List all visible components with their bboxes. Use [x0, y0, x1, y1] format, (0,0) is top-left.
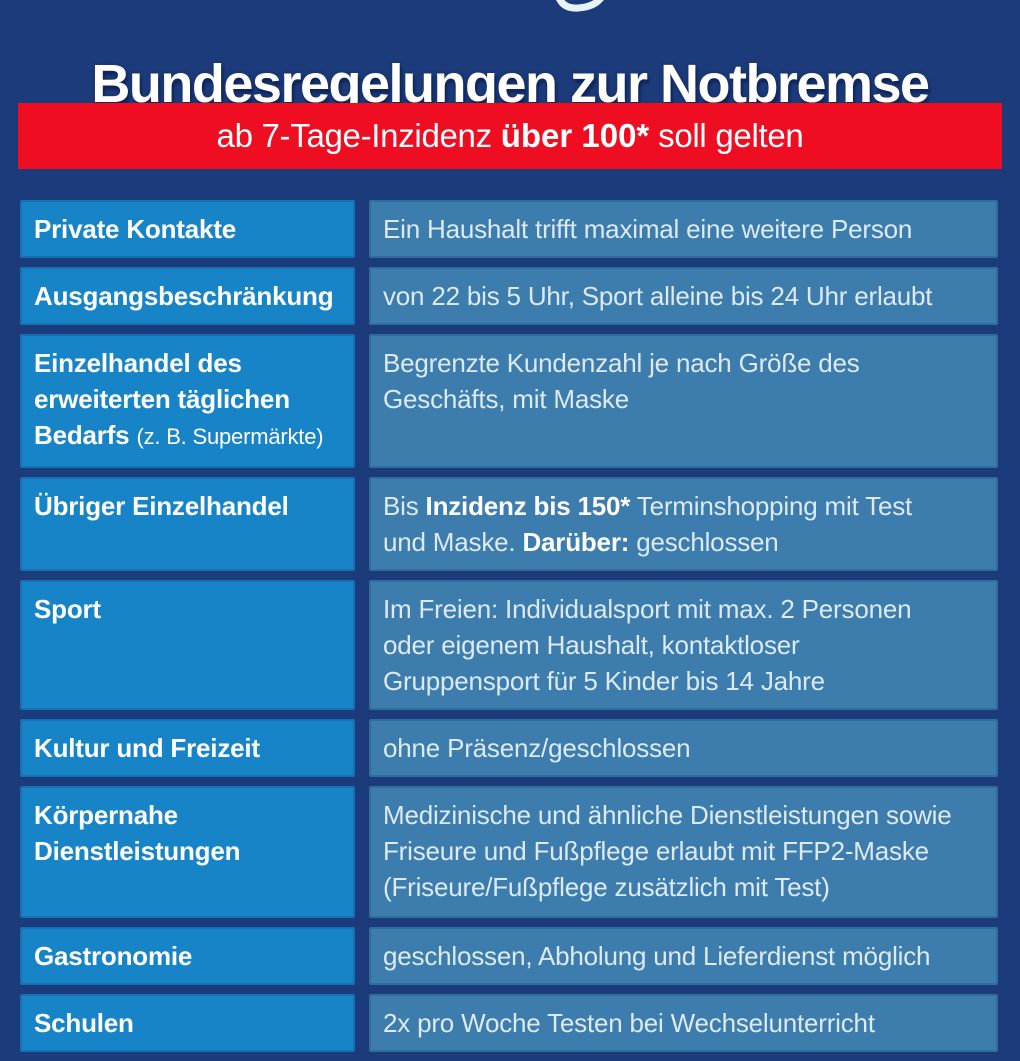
emphasized-text: Ausgangsbeschränkung	[34, 281, 334, 311]
rule-row-koerpernahe-dienstleistungen: Körpernahe Dienstleistungen Medizinische …	[20, 786, 998, 918]
rule-details-private-kontakte: Ein Haushalt trifft maximal eine weitere…	[369, 200, 998, 258]
rule-details-gastronomie: geschlossen, Abholung und Lieferdienst m…	[369, 927, 998, 985]
emphasized-text: Einzelhandel des erweiterten täglichen B…	[34, 348, 290, 450]
rule-row-ausgangsbeschraenkung: Ausgangsbeschränkung von 22 bis 5 Uhr, Sp…	[20, 267, 998, 325]
rule-details-ausgangsbeschraenkung: von 22 bis 5 Uhr, Sport alleine bis 24 U…	[369, 267, 998, 325]
emphasized-text: Gastronomie	[34, 941, 193, 971]
rule-category-koerpernahe-dienstleistungen: Körpernahe Dienstleistungen	[20, 786, 355, 918]
text-segment: von 22 bis 5 Uhr, Sport alleine bis 24 U…	[383, 281, 933, 311]
text-segment: Medizinische und ähnliche Dienstleistung…	[383, 800, 952, 902]
cropped-headline-strip	[0, 0, 1020, 12]
rules-table: Private Kontakte Ein Haushalt trifft maxi…	[20, 200, 998, 1061]
emphasized-text: Übriger Einzelhandel	[34, 491, 289, 521]
rule-details-schulen: 2x pro Woche Testen bei Wechselunterrich…	[369, 994, 998, 1052]
rule-category-uebriger-einzelhandel: Übriger Einzelhandel	[20, 477, 355, 571]
rule-row-uebriger-einzelhandel: Übriger Einzelhandel Bis Inzidenz bis 150…	[20, 477, 998, 571]
rule-row-schulen: Schulen 2x pro Woche Testen bei Wechselun…	[20, 994, 998, 1052]
emphasized-text: Körpernahe Dienstleistungen	[34, 800, 241, 866]
rule-category-sport: Sport	[20, 580, 355, 710]
rule-category-einzelhandel-taeglicher-bedarf: Einzelhandel des erweiterten täglichen B…	[20, 334, 355, 468]
rule-row-private-kontakte: Private Kontakte Ein Haushalt trifft maxi…	[20, 200, 998, 258]
rule-category-private-kontakte: Private Kontakte	[20, 200, 355, 258]
text-segment: soll gelten	[649, 117, 804, 154]
incidence-banner: ab 7-Tage-Inzidenz über 100* soll gelten	[18, 103, 1002, 169]
text-segment: geschlossen	[629, 527, 779, 557]
text-segment: ab 7-Tage-Inzidenz	[216, 117, 501, 154]
rule-row-einzelhandel-taeglicher-bedarf: Einzelhandel des erweiterten täglichen B…	[20, 334, 998, 468]
incidence-banner-text: ab 7-Tage-Inzidenz über 100* soll gelten	[217, 117, 804, 155]
rule-row-kultur-und-freizeit: Kultur und Freizeit ohne Präsenz/geschlos…	[20, 719, 998, 777]
rule-details-uebriger-einzelhandel: Bis Inzidenz bis 150* Terminshopping mit…	[369, 477, 998, 571]
emphasized-text: Darüber:	[522, 527, 630, 557]
rule-details-sport: Im Freien: Individualsport mit max. 2 Pe…	[369, 580, 998, 710]
emphasized-text: Schulen	[34, 1008, 134, 1038]
text-segment: Ein Haushalt trifft maximal eine weitere…	[383, 214, 913, 244]
emphasized-text: Inzidenz bis 150*	[425, 491, 631, 521]
rule-category-schulen: Schulen	[20, 994, 355, 1052]
rule-row-sport: Sport Im Freien: Individualsport mit max.…	[20, 580, 998, 710]
rule-details-kultur-und-freizeit: ohne Präsenz/geschlossen	[369, 719, 998, 777]
text-segment: 2x pro Woche Testen bei Wechselunterrich…	[383, 1008, 875, 1038]
text-segment: ohne Präsenz/geschlossen	[383, 733, 691, 763]
text-segment: Begrenzte Kundenzahl je nach Größe des G…	[383, 348, 860, 414]
rule-category-kultur-und-freizeit: Kultur und Freizeit	[20, 719, 355, 777]
text-segment: Bis	[383, 491, 426, 521]
rule-details-einzelhandel-taeglicher-bedarf: Begrenzte Kundenzahl je nach Größe des G…	[369, 334, 998, 468]
emphasized-text: Sport	[34, 594, 101, 624]
emphasized-text: Kultur und Freizeit	[34, 733, 260, 763]
label-note: (z. B. Supermärkte)	[136, 424, 324, 449]
emphasized-text: über 100*	[500, 117, 650, 154]
rule-row-gastronomie: Gastronomie geschlossen, Abholung und Lie…	[20, 927, 998, 985]
rule-category-gastronomie: Gastronomie	[20, 927, 355, 985]
text-segment: Terminshopping mit Test und Maske.	[383, 491, 913, 557]
text-segment: geschlossen, Abholung und Lieferdienst m…	[383, 941, 931, 971]
rule-details-koerpernahe-dienstleistungen: Medizinische und ähnliche Dienstleistung…	[369, 786, 998, 918]
emphasized-text: Private Kontakte	[34, 214, 236, 244]
rule-category-ausgangsbeschraenkung: Ausgangsbeschränkung	[20, 267, 355, 325]
text-segment: Im Freien: Individualsport mit max. 2 Pe…	[383, 594, 912, 696]
cropped-glyph-fragment-icon	[556, 0, 604, 12]
